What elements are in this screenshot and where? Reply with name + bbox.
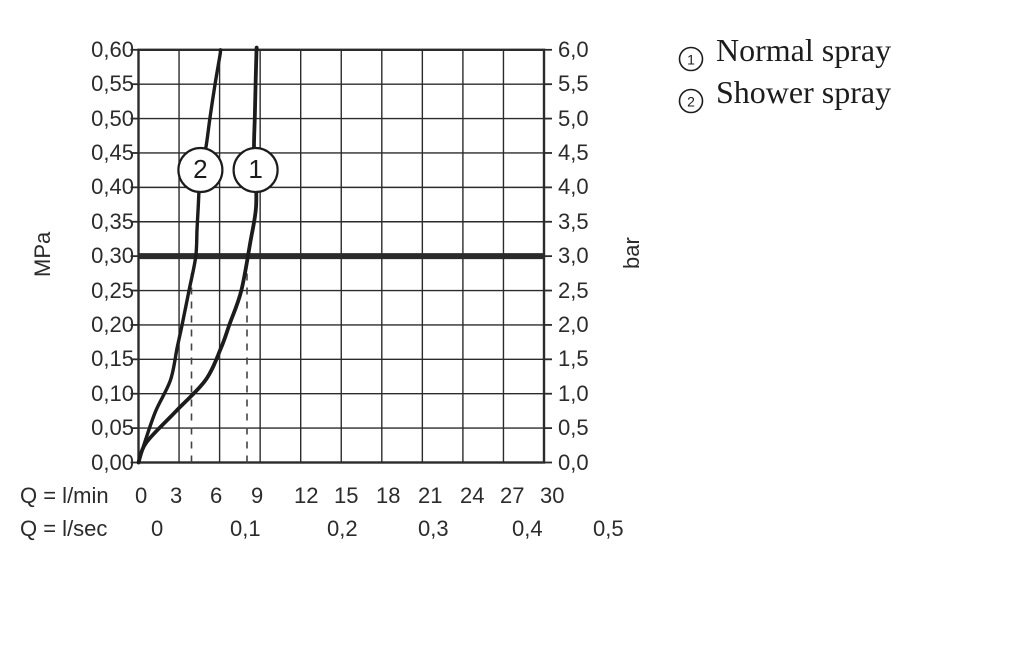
svg-text:2: 2 (193, 154, 207, 184)
svg-text:1: 1 (248, 154, 262, 184)
svg-text:2: 2 (687, 94, 695, 110)
svg-text:1: 1 (687, 52, 695, 68)
